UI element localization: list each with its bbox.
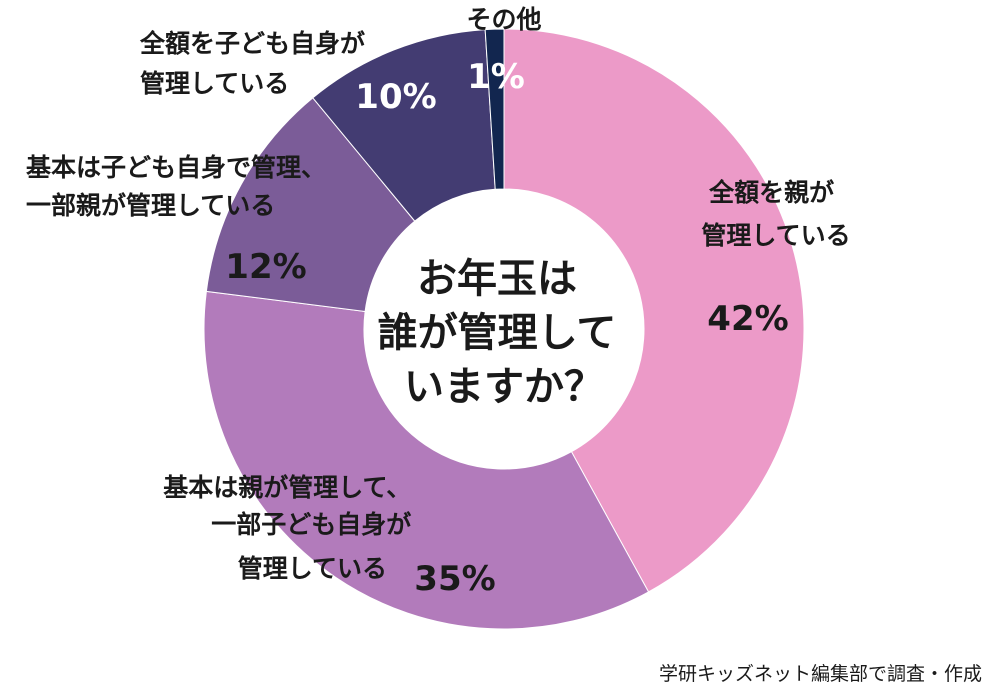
- slice-label-line: 全額を子ども自身が: [139, 29, 365, 58]
- slice-label-line: 全額を親が: [708, 178, 834, 207]
- slice-label-line: 基本は子ども自身で管理、: [26, 153, 326, 182]
- slice-label-parent-mostly: 基本は親が管理して、 一部子ども自身が 管理している: [163, 473, 420, 583]
- center-title: お年玉は 誰が管理して いますか？: [378, 256, 631, 410]
- slice-label-line: 管理している: [140, 69, 289, 98]
- center-title-line-3: いますか？: [404, 364, 604, 410]
- slice-label-child-mostly: 基本は子ども自身で管理、 一部親が管理している: [26, 153, 335, 220]
- slice-label-line: 一部子ども自身が: [211, 510, 411, 539]
- slice-label-parent-full: 全額を親が 管理している: [701, 178, 850, 250]
- center-title-line-2: 誰が管理して: [378, 310, 617, 356]
- slice-value-parent-mostly: 35%: [414, 559, 495, 599]
- slice-label-line: 管理している: [238, 554, 387, 583]
- slice-value-parent-full: 42%: [707, 299, 788, 339]
- slice-label-other: その他: [466, 5, 541, 34]
- slice-value-child-mostly: 12%: [225, 247, 306, 287]
- source-note: 学研キッズネット編集部で調査・作成: [659, 663, 982, 685]
- slice-label-child-full: 全額を子ども自身が 管理している: [139, 29, 374, 98]
- donut-hole: [364, 189, 644, 469]
- slice-value-child-full: 10%: [355, 77, 436, 117]
- slice-label-line: 基本は親が管理して、: [163, 473, 411, 502]
- slice-label-line: 管理している: [701, 221, 850, 250]
- slice-value-other: 1%: [467, 57, 525, 97]
- slice-label-line: 一部親が管理している: [26, 191, 275, 220]
- donut-slices: [203, 28, 805, 630]
- center-title-line-1: お年玉は: [417, 256, 577, 302]
